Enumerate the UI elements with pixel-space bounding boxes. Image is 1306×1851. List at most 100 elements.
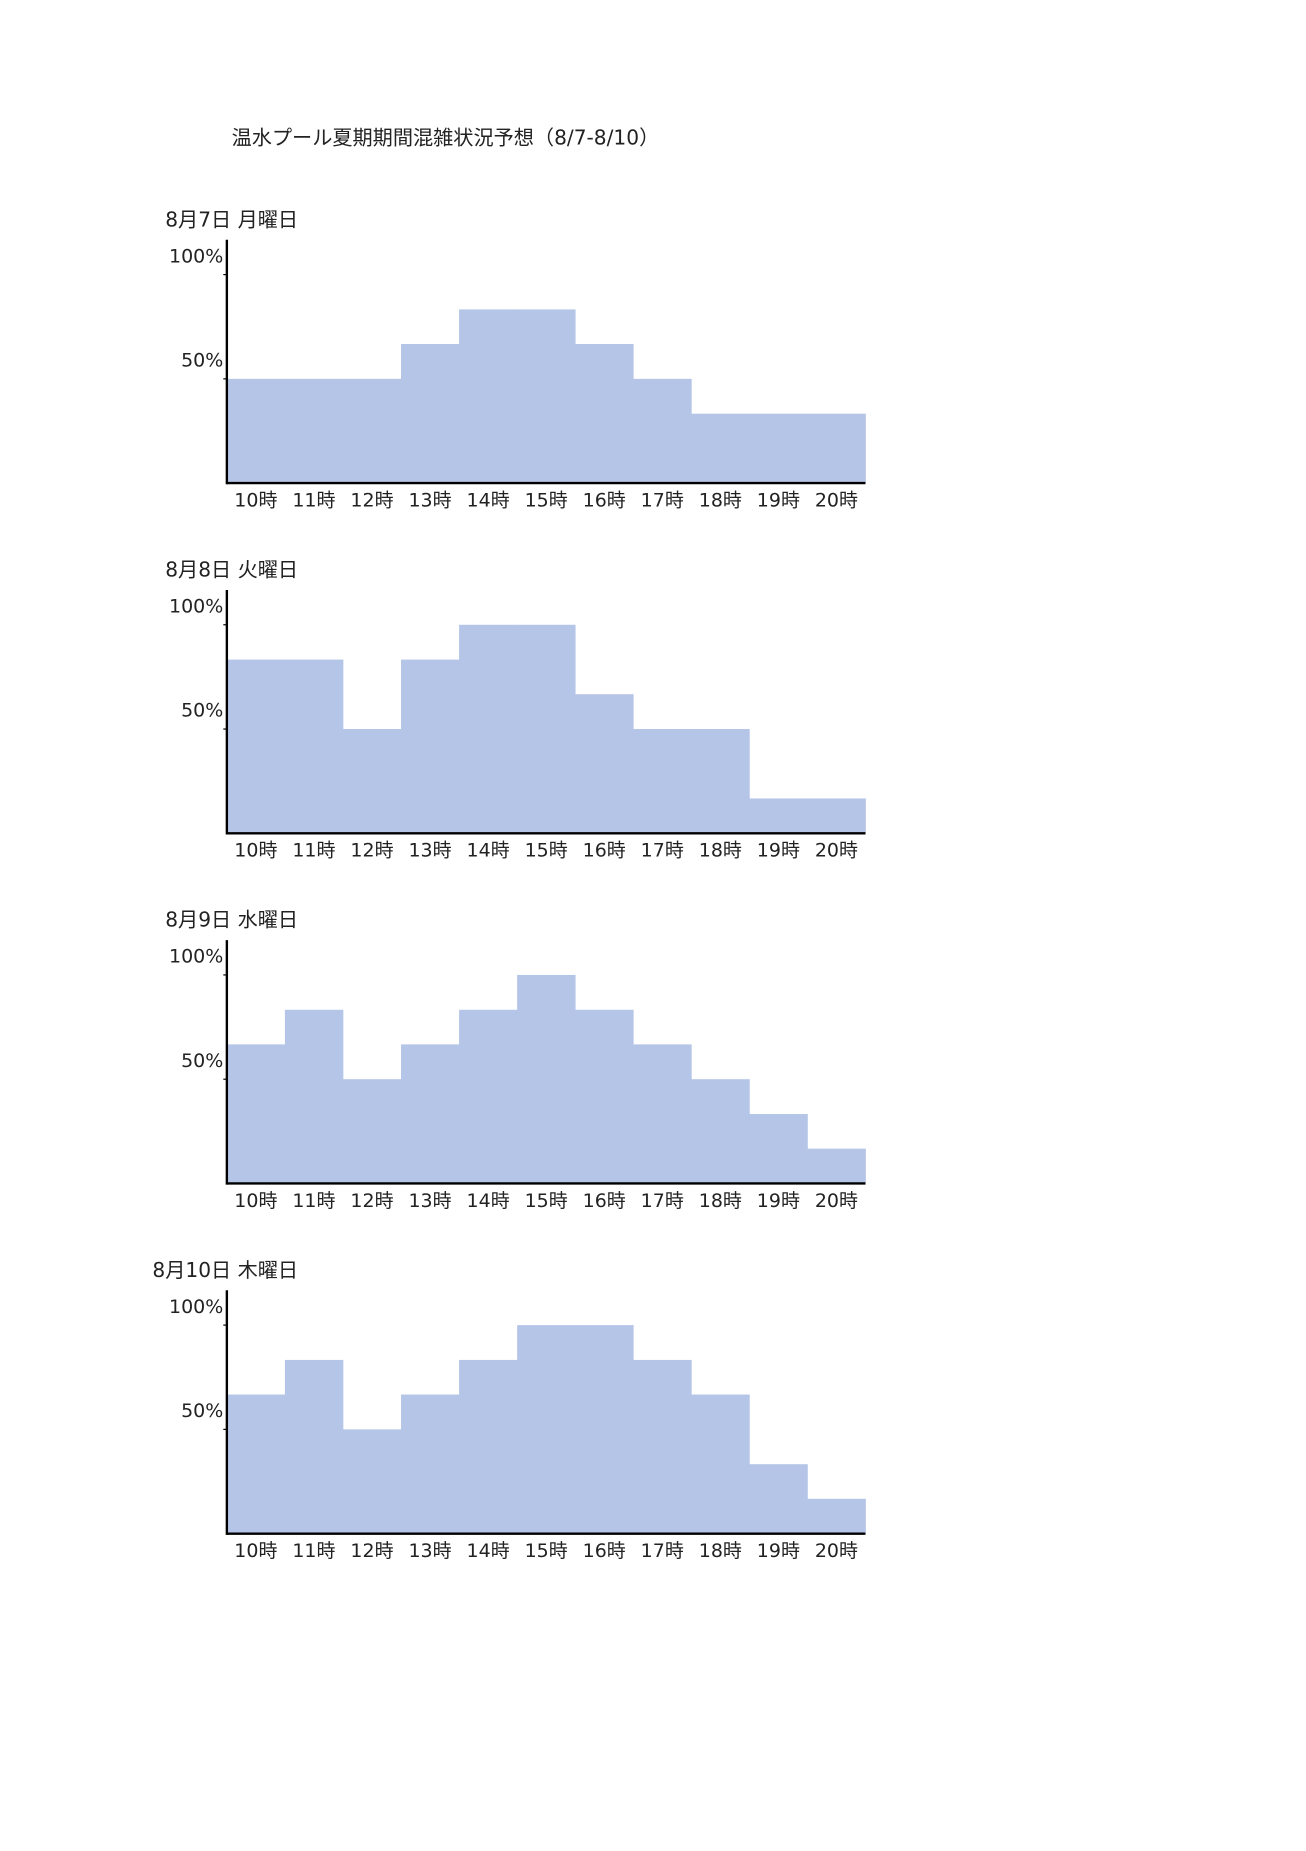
- chart-title: 8月9日 水曜日: [165, 908, 298, 932]
- bar: [459, 624, 518, 834]
- x-tick-label: 14時: [467, 840, 510, 862]
- bar: [401, 1394, 460, 1534]
- bar: [807, 1498, 866, 1534]
- bar: [807, 1148, 866, 1184]
- bar: [575, 1009, 634, 1184]
- bar: [284, 378, 344, 484]
- page-title: 温水プール夏期期間混雑状況予想（8/7-8/10）: [232, 125, 660, 149]
- y-tick-label: 50%: [181, 700, 223, 722]
- x-tick-label: 11時: [292, 1190, 335, 1212]
- y-tick-label: 100%: [169, 595, 223, 617]
- bar: [226, 1044, 286, 1184]
- x-tick-label: 12時: [350, 1540, 393, 1562]
- bar: [575, 694, 634, 834]
- x-tick-label: 13時: [408, 1190, 451, 1212]
- bar: [517, 309, 576, 484]
- chart-title: 8月10日 木曜日: [152, 1258, 298, 1282]
- bar: [691, 729, 750, 834]
- x-tick-label: 19時: [757, 1190, 800, 1212]
- x-tick-label: 18時: [699, 489, 742, 511]
- bar: [517, 624, 576, 834]
- x-tick-label: 18時: [699, 840, 742, 862]
- y-tick-label: 50%: [181, 1400, 223, 1422]
- x-tick-label: 16時: [583, 1540, 626, 1562]
- bar: [807, 798, 866, 834]
- x-tick-label: 13時: [408, 840, 451, 862]
- bar: [749, 1114, 808, 1184]
- x-tick-label: 15時: [525, 840, 568, 862]
- x-tick-label: 17時: [641, 1190, 684, 1212]
- x-tick-label: 14時: [467, 1190, 510, 1212]
- x-tick-label: 10時: [234, 1540, 277, 1562]
- x-tick-label: 13時: [408, 1540, 451, 1562]
- bar: [459, 309, 518, 484]
- bar: [691, 1079, 750, 1184]
- bar: [691, 413, 750, 484]
- bar: [459, 1359, 518, 1534]
- x-tick-label: 17時: [641, 489, 684, 511]
- x-tick-label: 18時: [699, 1190, 742, 1212]
- bar: [226, 378, 286, 484]
- x-tick-label: 20時: [815, 1190, 858, 1212]
- chart-title: 8月7日 月曜日: [165, 207, 298, 231]
- x-tick-label: 11時: [292, 489, 335, 511]
- bar: [575, 1325, 634, 1534]
- y-tick-label: 100%: [169, 946, 223, 968]
- x-tick-label: 10時: [234, 840, 277, 862]
- x-tick-label: 10時: [234, 489, 277, 511]
- bar: [633, 1044, 692, 1184]
- y-tick-label: 100%: [169, 1296, 223, 1318]
- x-tick-label: 19時: [757, 1540, 800, 1562]
- x-tick-label: 12時: [350, 1190, 393, 1212]
- bar: [749, 1464, 808, 1534]
- bar: [342, 378, 402, 484]
- bar: [284, 1359, 344, 1534]
- x-tick-label: 11時: [292, 1540, 335, 1562]
- bar: [284, 1009, 344, 1184]
- bar: [401, 1044, 460, 1184]
- x-tick-label: 15時: [525, 489, 568, 511]
- x-tick-label: 14時: [467, 489, 510, 511]
- y-tick-label: 50%: [181, 1050, 223, 1072]
- bar: [401, 344, 460, 484]
- x-tick-label: 15時: [525, 1540, 568, 1562]
- bar: [284, 659, 344, 834]
- bar: [807, 413, 866, 484]
- x-tick-label: 20時: [815, 489, 858, 511]
- x-tick-label: 20時: [815, 840, 858, 862]
- x-tick-label: 20時: [815, 1540, 858, 1562]
- x-tick-label: 19時: [757, 489, 800, 511]
- x-tick-label: 12時: [350, 489, 393, 511]
- x-tick-label: 11時: [292, 840, 335, 862]
- chart-title: 8月8日 火曜日: [165, 557, 298, 581]
- x-tick-label: 18時: [699, 1540, 742, 1562]
- bar: [749, 798, 808, 834]
- bar: [459, 1009, 518, 1184]
- x-tick-label: 12時: [350, 840, 393, 862]
- bar: [226, 1394, 286, 1534]
- x-tick-label: 14時: [467, 1540, 510, 1562]
- x-tick-label: 16時: [583, 1190, 626, 1212]
- bar: [575, 344, 634, 484]
- y-tick-label: 100%: [169, 245, 223, 267]
- bar: [342, 1079, 402, 1184]
- bar: [342, 729, 402, 834]
- bar: [517, 1325, 576, 1534]
- x-tick-label: 15時: [525, 1190, 568, 1212]
- bar: [633, 378, 692, 484]
- y-tick-label: 50%: [181, 350, 223, 372]
- x-tick-label: 10時: [234, 1190, 277, 1212]
- x-tick-label: 17時: [641, 840, 684, 862]
- x-tick-label: 13時: [408, 489, 451, 511]
- bar: [226, 659, 286, 834]
- bar: [691, 1394, 750, 1534]
- x-tick-label: 16時: [583, 840, 626, 862]
- bar: [342, 1429, 402, 1534]
- bar: [401, 659, 460, 834]
- x-tick-label: 19時: [757, 840, 800, 862]
- bar: [633, 729, 692, 834]
- x-tick-label: 17時: [641, 1540, 684, 1562]
- x-tick-label: 16時: [583, 489, 626, 511]
